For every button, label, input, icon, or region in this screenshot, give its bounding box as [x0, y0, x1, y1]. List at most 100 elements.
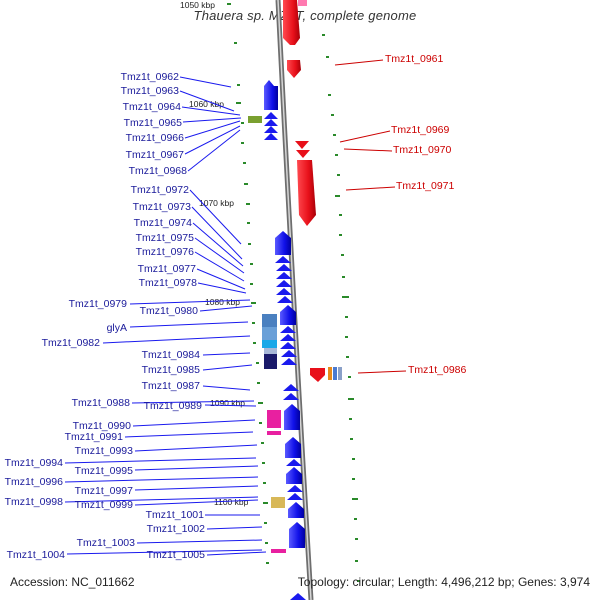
- gene-label-tmz1t-0961[interactable]: Tmz1t_0961: [385, 53, 444, 65]
- gene-tmz1t-0999-arrow[interactable]: [288, 502, 304, 518]
- gene-label-tmz1t-0977[interactable]: Tmz1t_0977: [138, 263, 197, 275]
- gene-label-tmz1t-0997[interactable]: Tmz1t_0997: [75, 485, 134, 497]
- scale-mark-1080: 1080 kbp: [205, 297, 240, 307]
- gene-tmz1t-1004-box[interactable]: [271, 549, 286, 553]
- gene-label-tmz1t-1004[interactable]: Tmz1t_1004: [7, 549, 66, 561]
- gene-block-0973-arrow-c[interactable]: [276, 272, 292, 279]
- gene-label-tmz1t-0988[interactable]: Tmz1t_0988: [72, 397, 131, 409]
- gene-tmz1t-1002-arrow[interactable]: [289, 522, 305, 548]
- gene-0986-neighbor-b[interactable]: [333, 367, 337, 380]
- forward-strand-genes: [283, 0, 342, 382]
- gene-label-tmz1t-0974[interactable]: Tmz1t_0974: [134, 217, 193, 229]
- gene-tmz1t-0998-box[interactable]: [271, 497, 285, 508]
- gene-label-tmz1t-0964[interactable]: Tmz1t_0964: [123, 101, 182, 113]
- gene-block-0973-arrow-d[interactable]: [276, 280, 292, 287]
- gene-label-tmz1t-0979[interactable]: Tmz1t_0979: [69, 298, 128, 310]
- gene-tmz1t-0961-arrow[interactable]: [283, 0, 300, 45]
- gene-label-tmz1t-1001[interactable]: Tmz1t_1001: [146, 509, 205, 521]
- genome-summary-label: Topology: circular; Length: 4,496,212 bp…: [297, 575, 590, 589]
- gene-glya-arrow[interactable]: [280, 326, 296, 333]
- gene-box-2[interactable]: [262, 327, 277, 340]
- gene-label-glya[interactable]: glyA: [107, 322, 127, 334]
- gene-block-0973-arrow-e[interactable]: [276, 288, 292, 295]
- gene-label-tmz1t-0972[interactable]: Tmz1t_0972: [131, 184, 190, 196]
- gene-label-tmz1t-0967[interactable]: Tmz1t_0967: [126, 149, 185, 161]
- gene-top-pink[interactable]: [298, 0, 307, 6]
- gene-label-tmz1t-1003[interactable]: Tmz1t_1003: [77, 537, 136, 549]
- gene-tmz1t-0988-arrow[interactable]: [283, 384, 299, 391]
- gene-0986-neighbor-a[interactable]: [328, 367, 332, 380]
- gene-tmz1t-0995-arrow[interactable]: [286, 467, 302, 484]
- gene-label-tmz1t-0995[interactable]: Tmz1t_0995: [75, 465, 134, 477]
- gene-glya-box[interactable]: [262, 314, 277, 327]
- gene-bottom-arrow[interactable]: [290, 593, 306, 600]
- gene-tmz1t-0993-arrow[interactable]: [285, 437, 301, 458]
- gene-label-tmz1t-0975[interactable]: Tmz1t_0975: [136, 232, 195, 244]
- gene-label-tmz1t-0989[interactable]: Tmz1t_0989: [144, 400, 203, 412]
- gene-label-tmz1t-1005[interactable]: Tmz1t_1005: [147, 549, 206, 561]
- gene-label-tmz1t-0996[interactable]: Tmz1t_0996: [5, 476, 64, 488]
- gene-label-tmz1t-0994[interactable]: Tmz1t_0994: [5, 457, 64, 469]
- gene-tmz1t-0991-box[interactable]: [267, 431, 281, 435]
- gene-box-4[interactable]: [264, 348, 277, 354]
- gene-label-tmz1t-0962[interactable]: Tmz1t_0962: [121, 71, 180, 83]
- gene-tmz1t-0969-arrow[interactable]: [295, 141, 309, 149]
- gene-label-tmz1t-0991[interactable]: Tmz1t_0991: [65, 431, 124, 443]
- gene-block-0973-arrow-f[interactable]: [277, 296, 293, 303]
- gene-label-tmz1t-0985[interactable]: Tmz1t_0985: [142, 364, 201, 376]
- gene-label-tmz1t-0999[interactable]: Tmz1t_0999: [75, 499, 134, 511]
- gene-tmz1t-0997-arrow[interactable]: [287, 493, 303, 500]
- gene-label-tmz1t-1002[interactable]: Tmz1t_1002: [147, 523, 206, 535]
- gene-tmz1t-0982-arrow-a[interactable]: [280, 334, 296, 341]
- gene-label-tmz1t-0968[interactable]: Tmz1t_0968: [129, 165, 188, 177]
- gene-label-tmz1t-0984[interactable]: Tmz1t_0984: [142, 349, 201, 361]
- gene-tmz1t-0989-arrow[interactable]: [283, 393, 299, 400]
- gene-label-tmz1t-0978[interactable]: Tmz1t_0978: [139, 277, 198, 289]
- gene-label-tmz1t-0970[interactable]: Tmz1t_0970: [393, 144, 452, 156]
- gene-label-tmz1t-0998[interactable]: Tmz1t_0998: [5, 496, 64, 508]
- gene-tmz1t-0962-arrow[interactable]: [264, 80, 278, 110]
- gene-tmz1t-0961b-arrow[interactable]: [287, 60, 301, 78]
- gene-label-tmz1t-0966[interactable]: Tmz1t_0966: [126, 132, 185, 144]
- gc-content-ticks: [234, 34, 360, 582]
- gene-tmz1t-0986-arrow[interactable]: [310, 368, 325, 382]
- scale-mark-1060: 1060 kbp: [189, 99, 224, 109]
- gene-tmz1t-0990-arrow[interactable]: [284, 404, 300, 430]
- gene-tmz1t-0990-box[interactable]: [267, 410, 281, 428]
- gene-tmz1t-0996-arrow[interactable]: [287, 485, 303, 492]
- gene-label-tmz1t-0973[interactable]: Tmz1t_0973: [133, 201, 192, 213]
- left-label-leaders: [64, 76, 267, 556]
- gene-label-tmz1t-0993[interactable]: Tmz1t_0993: [75, 445, 134, 457]
- gene-tmz1t-0985-arrow[interactable]: [281, 358, 297, 365]
- gene-block-0973-arrow-a[interactable]: [275, 256, 291, 263]
- gene-tmz1t-0984-box[interactable]: [264, 354, 277, 369]
- gene-label-tmz1t-0986[interactable]: Tmz1t_0986: [408, 364, 467, 376]
- gene-tmz1t-0984-arrow[interactable]: [281, 350, 297, 357]
- gene-tmz1t-0971-arrow[interactable]: [297, 160, 316, 226]
- gene-block-0964-arrow-d[interactable]: [264, 133, 278, 140]
- gene-label-tmz1t-0969[interactable]: Tmz1t_0969: [391, 124, 450, 136]
- gene-label-tmz1t-0971[interactable]: Tmz1t_0971: [396, 180, 455, 192]
- scale-marks: 1050 kbp 1060 kbp 1070 kbp 1080 kbp 1090…: [176, 0, 257, 508]
- gene-label-tmz1t-0982[interactable]: Tmz1t_0982: [42, 337, 101, 349]
- gene-tmz1t-0980-arrow[interactable]: [280, 305, 296, 325]
- gene-block-0964-arrow-b[interactable]: [264, 119, 278, 126]
- gene-label-tmz1t-0965[interactable]: Tmz1t_0965: [124, 117, 183, 129]
- gene-label-tmz1t-0990[interactable]: Tmz1t_0990: [73, 420, 132, 432]
- gene-tmz1t-0970-arrow[interactable]: [296, 150, 310, 158]
- gene-label-tmz1t-0987[interactable]: Tmz1t_0987: [142, 380, 201, 392]
- left-labels: Tmz1t_0962 Tmz1t_0963 Tmz1t_0964 Tmz1t_0…: [5, 71, 206, 561]
- gene-block-0973-arrow-b[interactable]: [276, 264, 292, 271]
- reverse-strand-genes: [248, 80, 306, 600]
- gene-tmz1t-0982-arrow-b[interactable]: [280, 342, 296, 349]
- gene-block-0964-arrow-c[interactable]: [264, 126, 278, 133]
- gene-block-0964-arrow-a[interactable]: [264, 112, 278, 119]
- gene-0986-neighbor-c[interactable]: [338, 367, 342, 380]
- gene-label-tmz1t-0980[interactable]: Tmz1t_0980: [140, 305, 199, 317]
- gene-label-tmz1t-0976[interactable]: Tmz1t_0976: [136, 246, 195, 258]
- gene-tmz1t-0982-box[interactable]: [262, 340, 277, 348]
- gene-label-tmz1t-0963[interactable]: Tmz1t_0963: [121, 85, 180, 97]
- gene-tmz1t-0965-box[interactable]: [248, 116, 262, 123]
- gene-tmz1t-0994-arrow[interactable]: [286, 459, 302, 466]
- gene-tmz1t-0972-arrow[interactable]: [275, 231, 291, 255]
